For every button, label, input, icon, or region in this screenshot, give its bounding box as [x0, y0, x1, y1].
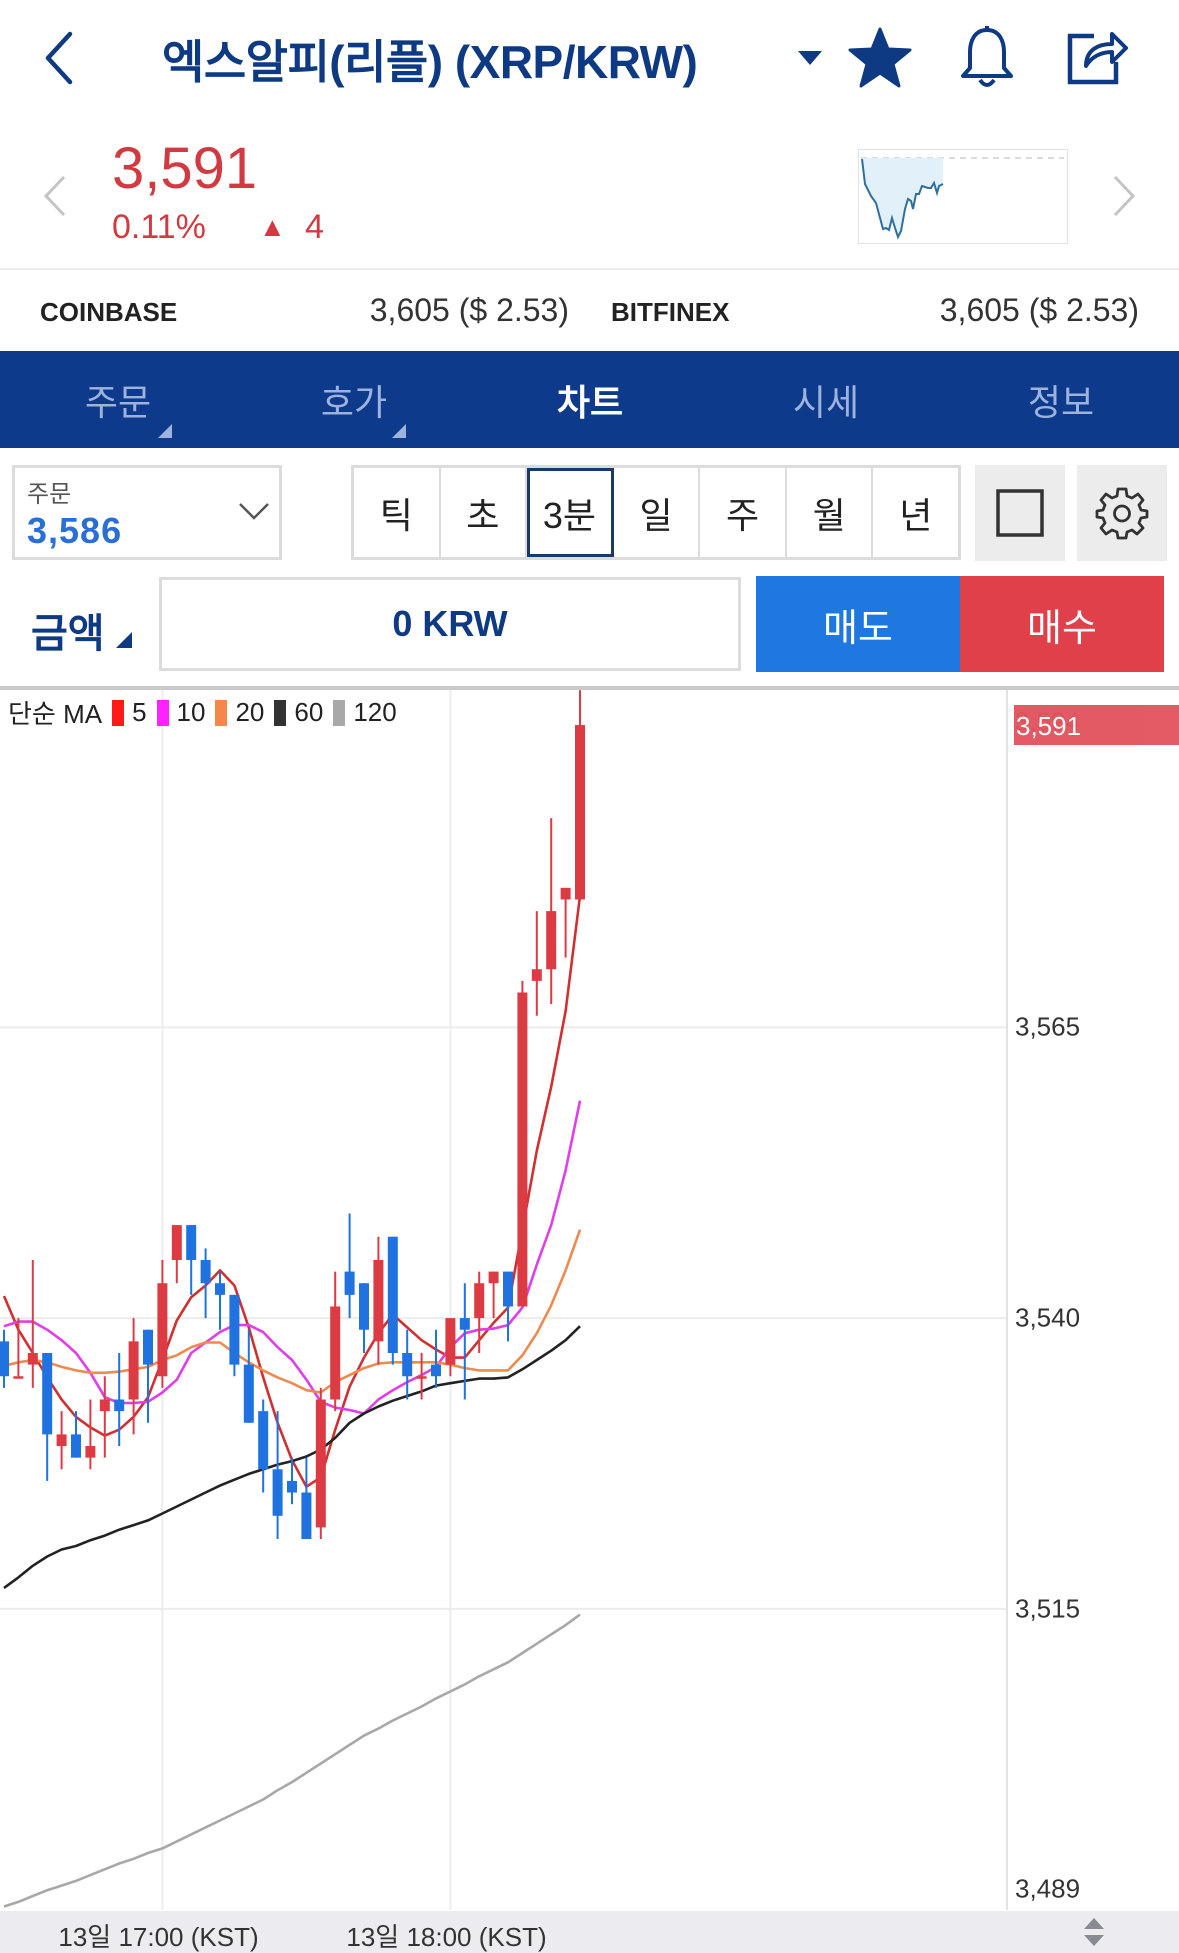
- legend-swatch-ma5: [112, 699, 125, 726]
- chart-top-border: [0, 686, 1179, 690]
- tab-label: 정보: [1027, 381, 1095, 423]
- caret-down-icon[interactable]: [796, 48, 824, 68]
- period-tick[interactable]: 틱: [354, 468, 441, 557]
- sell-button[interactable]: 매도: [756, 576, 960, 672]
- order-price-label: 주문: [27, 481, 72, 508]
- sparkline-graph: [861, 157, 1064, 240]
- y-axis-label: 3,515: [1015, 1593, 1081, 1624]
- y-axis-label: 3,489: [1015, 1873, 1081, 1904]
- section-tabs: 주문 호가 차트 시세 정보: [0, 351, 1179, 448]
- tab-chart[interactable]: 차트: [472, 351, 708, 448]
- time-axis-label: 13일 17:00 (KST): [58, 1922, 259, 1952]
- next-coin-chevron-icon[interactable]: [1109, 174, 1139, 218]
- ticker-panel: 3,591 0.11% ▲ 4: [0, 118, 1179, 268]
- current-price: 3,591: [112, 136, 258, 201]
- tab-label: 차트: [556, 381, 624, 423]
- amount-input[interactable]: 0 KRW: [159, 577, 741, 671]
- fullscreen-button[interactable]: [975, 465, 1065, 561]
- legend-ma20: 20: [235, 697, 265, 727]
- divider: [0, 268, 1179, 270]
- chart-layer: [0, 0, 1179, 1911]
- time-axis-label: 13일 18:00 (KST): [346, 1922, 547, 1952]
- period-day[interactable]: 일: [614, 468, 701, 557]
- y-axis-label: 3,540: [1015, 1302, 1081, 1333]
- exchange-prices-row: COINBASE 3,605 ($ 2.53) BITFINEX 3,605 (…: [0, 270, 1179, 351]
- period-second[interactable]: 초: [441, 468, 528, 557]
- period-month[interactable]: 월: [787, 468, 874, 557]
- chart-settings-button[interactable]: [1077, 465, 1167, 561]
- legend-ma5: 5: [132, 697, 147, 727]
- legend-swatch-ma120: [333, 699, 346, 726]
- exchange-price-coinbase: 3,605 ($ 2.53): [369, 292, 569, 328]
- legend-ma60: 60: [294, 697, 324, 727]
- favorite-star-icon[interactable]: [847, 26, 913, 90]
- tab-info[interactable]: 정보: [943, 351, 1179, 448]
- legend-swatch-ma60: [274, 699, 287, 726]
- legend-ma10: 10: [176, 697, 206, 727]
- menu-triangle-icon: [392, 424, 406, 438]
- ma-legend: 단순 MA 5 10 20 60 120: [8, 694, 397, 731]
- period-year[interactable]: 년: [899, 494, 933, 536]
- chevron-down-icon: [237, 500, 271, 522]
- bell-icon[interactable]: [956, 24, 1018, 92]
- y-axis-label: 3,565: [1015, 1011, 1081, 1042]
- change-value: 4: [305, 208, 324, 246]
- tab-market-price[interactable]: 시세: [708, 351, 944, 448]
- gear-icon: [1095, 487, 1149, 540]
- legend-ma120: 120: [353, 697, 397, 727]
- tab-label: 시세: [792, 381, 860, 423]
- share-icon[interactable]: [1064, 26, 1128, 88]
- period-3min[interactable]: 3분: [527, 468, 614, 557]
- tab-label: 호가: [320, 381, 388, 423]
- square-icon: [996, 489, 1044, 537]
- exchange-name-coinbase: COINBASE: [40, 297, 178, 327]
- prev-coin-chevron-icon[interactable]: [40, 174, 70, 218]
- tab-orderbook[interactable]: 호가: [236, 351, 472, 448]
- legend-title: 단순 MA: [8, 699, 103, 729]
- amount-menu-triangle-icon: [116, 632, 132, 648]
- back-chevron-icon[interactable]: [38, 28, 82, 88]
- chart-toolbar: 주문 3,586 틱 초 3분 일 주 월 년: [0, 451, 1179, 571]
- order-price-dropdown[interactable]: 주문 3,586: [12, 465, 282, 560]
- tab-label: 주문: [84, 381, 152, 423]
- up-down-arrows-icon[interactable]: [1082, 1916, 1106, 1948]
- amount-type-toggle[interactable]: 금액: [31, 612, 105, 656]
- time-axis[interactable]: 13일 17:00 (KST) 13일 18:00 (KST): [0, 1911, 1179, 1953]
- change-percent: 0.11%: [112, 208, 206, 246]
- order-price-value: 3,586: [27, 510, 123, 551]
- page-title[interactable]: 엑스알피(리플) (XRP/KRW): [162, 36, 698, 88]
- period-week[interactable]: 주: [700, 468, 787, 557]
- up-arrow-icon: ▲: [259, 212, 286, 242]
- exchange-price-bitfinex: 3,605 ($ 2.53): [939, 292, 1139, 328]
- buy-button[interactable]: 매수: [960, 576, 1164, 672]
- candlestick-chart[interactable]: [0, 0, 1179, 1911]
- exchange-name-bitfinex: BITFINEX: [611, 297, 730, 327]
- sparkline-chart[interactable]: [858, 149, 1068, 244]
- legend-swatch-ma10: [156, 699, 169, 726]
- trade-row: 금액 0 KRW 매도 매수: [0, 571, 1179, 681]
- legend-swatch-ma20: [215, 699, 228, 726]
- header-bar: 엑스알피(리플) (XRP/KRW): [0, 0, 1179, 118]
- tab-order[interactable]: 주문: [0, 351, 236, 448]
- current-price-marker: 3,591: [1014, 705, 1179, 746]
- menu-triangle-icon: [158, 424, 172, 438]
- period-selector: 틱 초 3분 일 주 월 년: [351, 465, 961, 560]
